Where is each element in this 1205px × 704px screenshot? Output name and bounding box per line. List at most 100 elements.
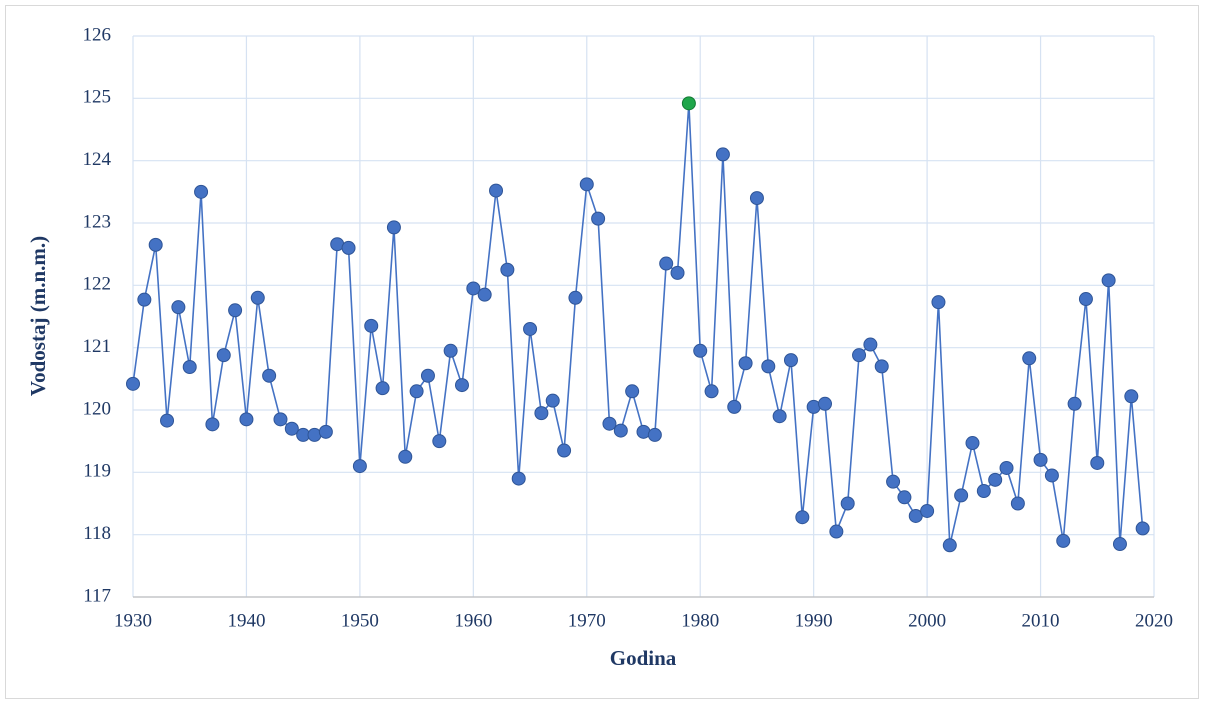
data-point bbox=[659, 256, 674, 271]
data-point bbox=[727, 399, 742, 414]
data-point bbox=[216, 348, 231, 363]
data-point bbox=[1010, 496, 1025, 511]
data-point bbox=[1044, 468, 1059, 483]
data-point bbox=[1078, 292, 1093, 307]
data-point bbox=[489, 183, 504, 198]
data-point bbox=[420, 368, 435, 383]
x-tick-label: 1980 bbox=[681, 610, 719, 631]
data-point bbox=[1067, 396, 1082, 411]
y-tick-label: 118 bbox=[83, 523, 111, 544]
data-point bbox=[466, 281, 481, 296]
data-point bbox=[931, 295, 946, 310]
x-axis-title: Godina bbox=[610, 646, 677, 670]
data-point bbox=[262, 368, 277, 383]
data-point bbox=[840, 496, 855, 511]
y-tick-label: 124 bbox=[83, 149, 112, 170]
data-point bbox=[375, 381, 390, 396]
data-point bbox=[783, 353, 798, 368]
data-point bbox=[1124, 389, 1139, 404]
data-point bbox=[534, 406, 549, 421]
data-point bbox=[681, 96, 696, 111]
data-point bbox=[568, 290, 583, 305]
data-point bbox=[239, 412, 254, 427]
data-point bbox=[591, 211, 606, 226]
data-point bbox=[647, 427, 662, 442]
data-point bbox=[341, 240, 356, 255]
data-point bbox=[818, 396, 833, 411]
y-tick-label: 122 bbox=[83, 274, 112, 295]
data-point bbox=[137, 292, 152, 307]
data-point bbox=[477, 287, 492, 302]
data-point bbox=[160, 413, 175, 428]
data-point bbox=[398, 449, 413, 464]
data-point bbox=[318, 424, 333, 439]
data-point bbox=[920, 503, 935, 518]
data-point bbox=[273, 412, 288, 427]
data-point bbox=[852, 348, 867, 363]
data-point bbox=[772, 409, 787, 424]
data-point bbox=[761, 359, 776, 374]
data-point bbox=[942, 538, 957, 553]
data-point bbox=[182, 359, 197, 374]
data-point bbox=[1090, 455, 1105, 470]
data-point bbox=[194, 184, 209, 199]
data-point bbox=[523, 321, 538, 336]
data-point bbox=[749, 191, 764, 206]
data-point bbox=[795, 510, 810, 525]
data-point bbox=[954, 488, 969, 503]
data-point bbox=[443, 343, 458, 358]
data-point bbox=[1135, 521, 1150, 536]
data-point bbox=[715, 147, 730, 162]
data-point bbox=[557, 443, 572, 458]
data-point bbox=[126, 376, 140, 391]
data-point bbox=[988, 472, 1003, 487]
x-tick-label: 1990 bbox=[795, 610, 833, 631]
data-point bbox=[409, 384, 424, 399]
data-point bbox=[511, 471, 526, 486]
data-point bbox=[670, 265, 685, 280]
data-point bbox=[1033, 452, 1048, 467]
data-point bbox=[897, 490, 912, 505]
data-point bbox=[704, 384, 719, 399]
data-point bbox=[284, 421, 299, 436]
data-point bbox=[886, 474, 901, 489]
data-point bbox=[613, 423, 628, 438]
data-point bbox=[1022, 351, 1037, 366]
data-point bbox=[250, 290, 265, 305]
data-point bbox=[352, 459, 367, 474]
y-tick-label: 123 bbox=[83, 211, 112, 232]
data-point bbox=[863, 337, 878, 352]
data-point bbox=[602, 416, 617, 431]
x-tick-label: 1970 bbox=[568, 610, 606, 631]
x-tick-label: 2000 bbox=[908, 610, 946, 631]
data-point bbox=[1112, 537, 1127, 552]
data-point bbox=[874, 359, 889, 374]
y-tick-label: 121 bbox=[83, 336, 112, 357]
data-point bbox=[738, 356, 753, 371]
data-point bbox=[829, 524, 844, 539]
x-tick-label: 1940 bbox=[227, 610, 265, 631]
data-point bbox=[364, 318, 379, 333]
data-point bbox=[500, 262, 515, 277]
data-point bbox=[386, 220, 401, 235]
data-point bbox=[432, 434, 447, 449]
data-point bbox=[625, 384, 640, 399]
y-tick-label: 117 bbox=[83, 585, 111, 606]
y-tick-label: 125 bbox=[83, 87, 112, 108]
chart-border bbox=[5, 5, 1199, 699]
x-tick-label: 2020 bbox=[1135, 610, 1173, 631]
data-point bbox=[545, 393, 560, 408]
x-tick-label: 2010 bbox=[1022, 610, 1060, 631]
y-tick-label: 119 bbox=[83, 461, 111, 482]
x-tick-label: 1930 bbox=[114, 610, 152, 631]
data-point bbox=[999, 460, 1014, 475]
y-tick-label: 120 bbox=[83, 398, 112, 419]
data-point bbox=[1056, 533, 1071, 548]
data-point bbox=[965, 436, 980, 451]
data-point bbox=[171, 300, 186, 315]
x-tick-label: 1950 bbox=[341, 610, 379, 631]
y-axis-title: Vodostaj (m.n.m.) bbox=[26, 236, 50, 396]
data-point bbox=[579, 177, 594, 192]
data-point bbox=[454, 378, 469, 393]
